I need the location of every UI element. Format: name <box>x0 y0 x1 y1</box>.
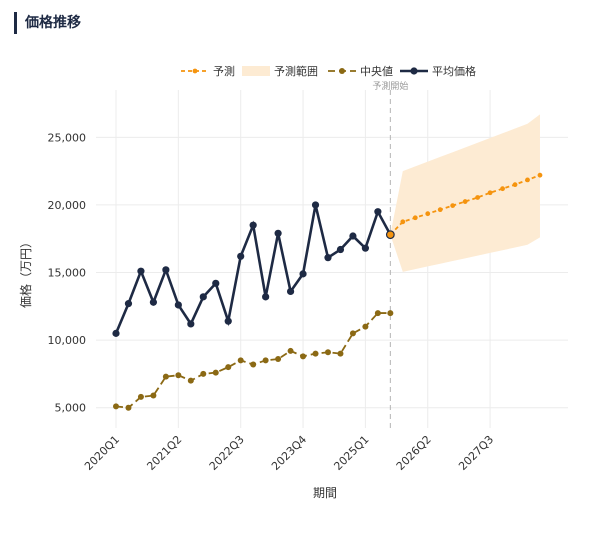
legend: 予測 予測範囲 中央値 平均価格 <box>181 64 476 78</box>
median-point <box>250 361 257 368</box>
legend-median-marker <box>339 68 345 74</box>
x-tick-label: 2020Q1 <box>82 433 122 473</box>
average-price-point <box>149 298 158 306</box>
median-point <box>175 372 182 379</box>
median-point <box>300 353 307 360</box>
median-point <box>125 404 132 411</box>
average-price-point <box>262 293 270 301</box>
average-price-point <box>336 245 345 254</box>
average-price-point <box>237 252 245 260</box>
legend-median-label: 中央値 <box>360 65 393 78</box>
average-price-point <box>324 254 332 262</box>
median-point <box>113 403 119 410</box>
median-point <box>324 349 331 356</box>
forecast-point <box>425 211 431 217</box>
median-point <box>225 364 232 371</box>
average-price-point <box>174 301 182 309</box>
forecast-start-label: 予測開始 <box>372 80 408 92</box>
forecast-range-band <box>390 114 540 272</box>
median-point <box>212 369 219 376</box>
x-tick-label: 2023Q4 <box>269 433 309 473</box>
median-point <box>262 357 269 364</box>
legend-forecast-range-label: 予測範囲 <box>274 64 318 78</box>
y-tick-label: 15,000 <box>48 267 87 280</box>
average-price-point <box>249 221 257 229</box>
forecast-point <box>400 219 406 225</box>
forecast-start-annotation: 予測開始 <box>372 80 408 428</box>
forecast-point <box>500 186 505 192</box>
median-point <box>337 350 344 357</box>
average-price-point <box>274 229 282 237</box>
x-tick-label: 2021Q2 <box>144 433 184 473</box>
x-tick-label: 2026Q2 <box>394 433 434 473</box>
forecast-point <box>450 203 456 208</box>
legend-forecast-marker <box>192 68 198 74</box>
legend-forecast-range-swatch <box>242 66 270 76</box>
average-price-point <box>385 230 395 240</box>
x-axis-ticks: 2020Q1 2021Q2 2022Q3 2023Q4 2025Q1 2026Q2 2027… <box>82 433 496 473</box>
series-lines <box>112 172 543 411</box>
page-title: 価格推移 <box>14 12 81 34</box>
forecast-point <box>537 172 543 178</box>
average-price-point <box>299 270 307 278</box>
median-point <box>200 370 207 377</box>
average-price-point <box>361 244 369 252</box>
average-price-point <box>124 300 133 308</box>
legend-average-marker <box>410 67 418 75</box>
forecast-range-area <box>390 114 540 272</box>
forecast-point <box>487 190 493 196</box>
median-point <box>150 392 157 399</box>
average-price-point <box>374 208 382 216</box>
y-tick-label: 20,000 <box>48 199 87 212</box>
x-tick-label: 2027Q3 <box>456 433 496 473</box>
median-point <box>349 330 356 337</box>
median-line <box>115 312 391 409</box>
average-price-point <box>286 287 295 296</box>
average-price-point <box>212 279 220 287</box>
median-point <box>275 356 282 363</box>
median-point <box>237 357 244 364</box>
y-tick-label: 10,000 <box>48 334 87 347</box>
y-tick-label: 25,000 <box>48 131 87 144</box>
forecast-point <box>462 199 468 204</box>
median-point <box>312 350 319 357</box>
x-tick-label: 2022Q3 <box>207 433 247 473</box>
y-axis-title: 価格（万円） <box>18 236 33 308</box>
average-price-point <box>224 317 232 325</box>
y-axis-ticks: 5,000 10,000 15,000 20,000 25,000 <box>48 131 87 414</box>
x-axis-title: 期間 <box>313 486 337 500</box>
forecast-point <box>437 207 443 213</box>
average-price-point <box>349 232 357 240</box>
forecast-point <box>412 215 418 221</box>
median-point <box>387 310 394 317</box>
x-tick-label: 2025Q1 <box>331 433 371 473</box>
median-point <box>137 393 144 400</box>
legend-forecast-label: 予測 <box>213 64 235 78</box>
median-point <box>374 310 381 317</box>
median-point <box>162 373 169 380</box>
average-price-point <box>162 266 170 274</box>
average-price-point <box>137 267 145 275</box>
average-price-point <box>112 329 120 337</box>
legend-average-label: 平均価格 <box>432 64 476 78</box>
average-price-point <box>187 320 195 328</box>
median-point <box>287 347 294 354</box>
average-price-point <box>199 293 207 301</box>
forecast-point <box>475 195 481 200</box>
average-price-point <box>311 201 320 209</box>
median-point <box>362 323 369 330</box>
median-point <box>187 377 194 384</box>
y-tick-label: 5,000 <box>55 402 87 415</box>
forecast-point <box>525 177 530 183</box>
forecast-point <box>512 182 518 188</box>
